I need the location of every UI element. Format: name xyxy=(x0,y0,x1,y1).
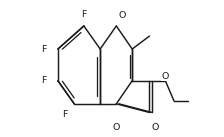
Text: O: O xyxy=(162,72,169,81)
Text: O: O xyxy=(118,11,126,20)
Text: O: O xyxy=(152,123,159,132)
Text: F: F xyxy=(81,10,86,19)
Text: F: F xyxy=(41,45,47,54)
Text: F: F xyxy=(41,76,47,85)
Text: F: F xyxy=(62,110,67,119)
Text: O: O xyxy=(113,123,120,132)
